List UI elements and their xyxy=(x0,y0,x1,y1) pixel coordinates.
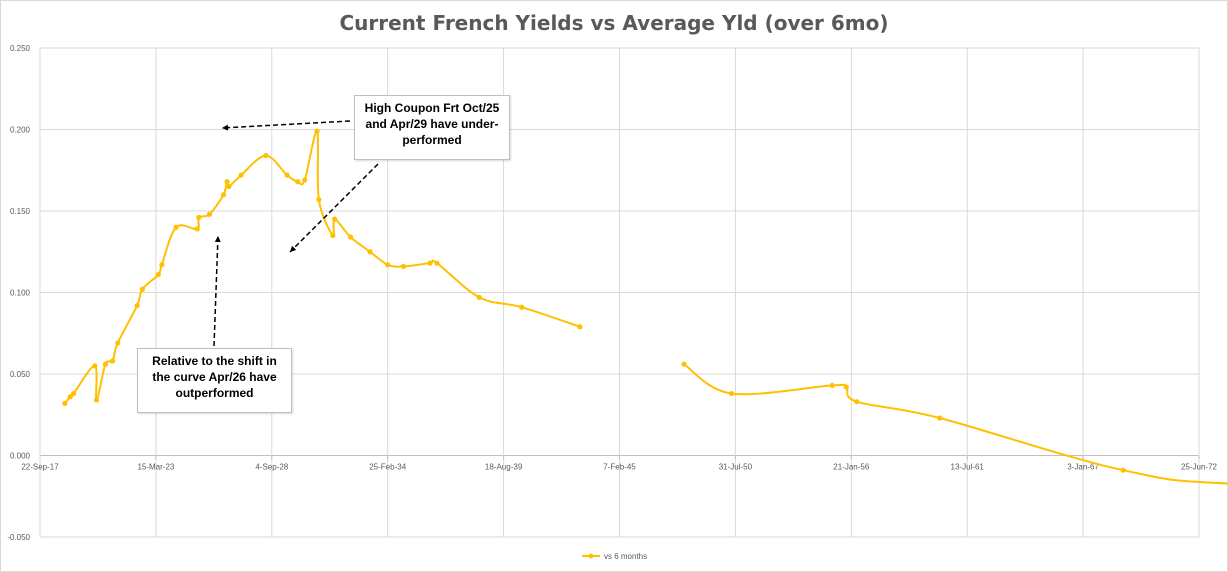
legend-marker xyxy=(588,553,594,559)
data-point xyxy=(937,415,943,421)
data-point xyxy=(314,128,320,134)
data-point xyxy=(427,260,433,266)
x-tick-label: 4-Sep-28 xyxy=(255,463,288,472)
data-point xyxy=(109,358,116,364)
y-axis-ticks: -0.050 0.000 0.050 0.100 0.150 0.200 0.250 xyxy=(7,44,30,542)
data-point xyxy=(159,262,165,268)
x-tick-label: 21-Jan-56 xyxy=(833,463,870,472)
x-tick-label: 3-Jan-67 xyxy=(1067,463,1099,472)
gridlines xyxy=(39,47,1200,538)
data-point xyxy=(302,177,308,183)
data-point xyxy=(226,183,232,190)
y-tick-label: 0.150 xyxy=(10,207,31,216)
y-tick-label: -0.050 xyxy=(7,533,30,542)
chart-title: Current French Yields vs Average Yld (ov… xyxy=(339,11,888,35)
y-tick-label: 0.250 xyxy=(10,44,31,53)
legend: vs 6 months xyxy=(582,552,647,561)
data-point xyxy=(115,340,121,346)
data-point xyxy=(194,226,200,232)
arrow-to-apr29 xyxy=(289,163,379,253)
data-point xyxy=(829,382,835,389)
data-point xyxy=(139,286,145,292)
data-point xyxy=(263,152,269,159)
data-point xyxy=(316,196,322,203)
x-tick-label: 7-Feb-45 xyxy=(603,463,636,472)
data-point xyxy=(238,172,244,178)
data-point xyxy=(681,361,687,367)
data-point xyxy=(330,232,336,239)
data-point xyxy=(385,262,391,268)
annotation-underperformed: High Coupon Frt Oct/25 and Apr/29 have u… xyxy=(354,95,510,160)
data-point xyxy=(92,363,98,369)
data-point xyxy=(224,179,230,185)
data-point xyxy=(367,249,373,255)
x-tick-label: 18-Aug-39 xyxy=(485,463,523,472)
annotation-outperformed: Relative to the shift in the curve Apr/2… xyxy=(137,348,292,413)
data-point xyxy=(67,394,73,400)
data-point xyxy=(519,304,525,310)
series-line xyxy=(683,363,1228,485)
arrow-to-apr26 xyxy=(213,235,221,347)
x-tick-label: 25-Jun-72 xyxy=(1181,463,1218,472)
data-point xyxy=(1120,467,1126,473)
data-point xyxy=(173,224,179,230)
data-point xyxy=(854,399,860,405)
data-point xyxy=(728,390,735,397)
data-point xyxy=(155,271,161,278)
data-point xyxy=(577,324,583,330)
data-point xyxy=(196,214,202,221)
y-tick-label: 0.100 xyxy=(10,289,31,298)
x-axis-ticks: 22-Sep-17 15-Mar-23 4-Sep-28 25-Feb-34 18-Au… xyxy=(21,463,1217,472)
data-point xyxy=(62,400,68,406)
series-layer xyxy=(62,128,1228,485)
x-tick-label: 15-Mar-23 xyxy=(137,463,174,472)
legend-label: vs 6 months xyxy=(604,552,647,561)
x-tick-label: 25-Feb-34 xyxy=(369,463,406,472)
data-point xyxy=(93,397,100,403)
y-tick-label: 0.050 xyxy=(10,370,31,379)
data-point xyxy=(71,390,77,397)
data-point xyxy=(284,172,290,178)
data-point xyxy=(295,179,301,185)
data-point xyxy=(476,294,482,300)
data-point xyxy=(102,361,109,367)
data-point xyxy=(347,234,354,240)
data-point xyxy=(843,384,849,390)
data-point xyxy=(220,192,227,198)
data-point xyxy=(400,263,407,270)
y-tick-label: 0.000 xyxy=(10,452,31,461)
data-point xyxy=(206,211,213,217)
data-point xyxy=(134,302,140,309)
x-tick-label: 22-Sep-17 xyxy=(21,463,59,472)
arrow-to-peak xyxy=(221,120,351,131)
y-tick-label: 0.200 xyxy=(10,126,31,135)
x-tick-label: 13-Jul-61 xyxy=(951,463,985,472)
x-tick-label: 31-Jul-50 xyxy=(719,463,753,472)
data-point xyxy=(332,216,338,222)
annotation-arrows xyxy=(213,120,379,347)
data-point xyxy=(434,260,440,266)
